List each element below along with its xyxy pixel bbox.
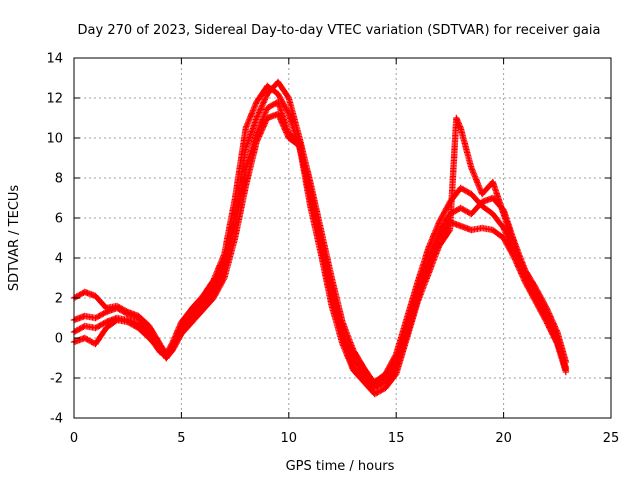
x-tick-label: 15: [388, 431, 405, 446]
y-tick-label: 2: [55, 292, 63, 307]
y-tick-label: 0: [55, 332, 63, 347]
x-tick-labels: 0 5 10 15 20 25: [70, 431, 619, 446]
chart-title: Day 270 of 2023, Sidereal Day-to-day VTE…: [78, 23, 601, 38]
y-tick-label: 10: [46, 132, 63, 147]
y-tick-label: 6: [55, 212, 63, 227]
data-marks: [70, 78, 570, 398]
x-tick-label: 5: [177, 431, 185, 446]
data-point: [543, 314, 550, 322]
y-tick-label: 14: [46, 52, 63, 67]
axis-ticks: [73, 57, 612, 419]
y-axis-label: SDTVAR / TECUs: [7, 185, 22, 292]
y-tick-label: 4: [55, 252, 63, 267]
x-axis-label: GPS time / hours: [286, 459, 395, 474]
x-tick-label: 20: [495, 431, 512, 446]
y-tick-label: -2: [50, 372, 63, 387]
x-tick-label: 25: [603, 431, 620, 446]
x-tick-label: 0: [70, 431, 78, 446]
series-track-4: [70, 110, 570, 398]
plot-frame: [73, 57, 612, 419]
x-tick-label: 10: [281, 431, 298, 446]
y-tick-labels: -4 -2 0 2 4 6 8 10 12 14: [46, 52, 63, 427]
y-tick-label: 12: [46, 92, 63, 107]
y-tick-label: 8: [55, 172, 63, 187]
series-trace: [72, 111, 569, 397]
y-tick-label: -4: [50, 412, 63, 427]
